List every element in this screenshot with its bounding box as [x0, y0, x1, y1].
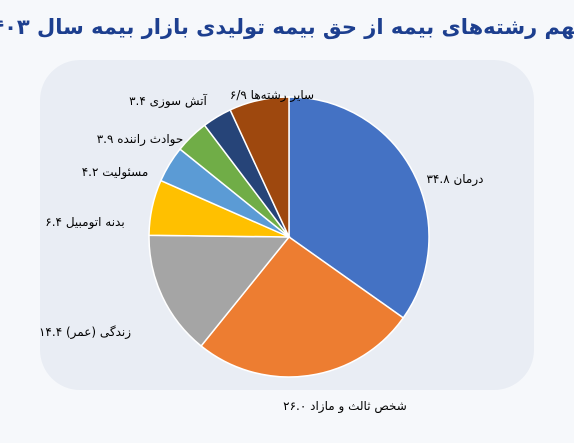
pie-slice-3	[148, 234, 291, 348]
chart-title: سهم رشته‌های بیمه از حق بیمه تولیدی بازا…	[0, 15, 574, 39]
slice-label-4: بدنه اتومبیل ۶.۴	[45, 215, 124, 230]
slice-label-1: درمان ۳۴.۸	[426, 172, 483, 187]
slice-label-7: آتش سوزی ۳.۴	[129, 93, 207, 109]
pie-labels: درمان ۳۴.۸ شخص ثالث و مازاد ۲۶.۰ زندگی (عم…	[39, 88, 484, 414]
slice-label-3: زندگی (عمر) ۱۴.۴	[39, 325, 131, 340]
pie-slice-2	[200, 235, 405, 378]
slice-label-2: شخص ثالث و مازاد ۲۶.۰	[283, 399, 407, 414]
slice-label-6: حوادث راننده ۳.۹	[97, 132, 184, 147]
slice-label-8: سایر رشته‌ها ۶/۹	[230, 88, 314, 103]
pie-slice-8	[229, 96, 290, 238]
pie-slices	[148, 96, 430, 378]
slice-label-5: مسئولیت ۴.۲	[82, 165, 149, 180]
pie-slice-1	[288, 96, 430, 319]
